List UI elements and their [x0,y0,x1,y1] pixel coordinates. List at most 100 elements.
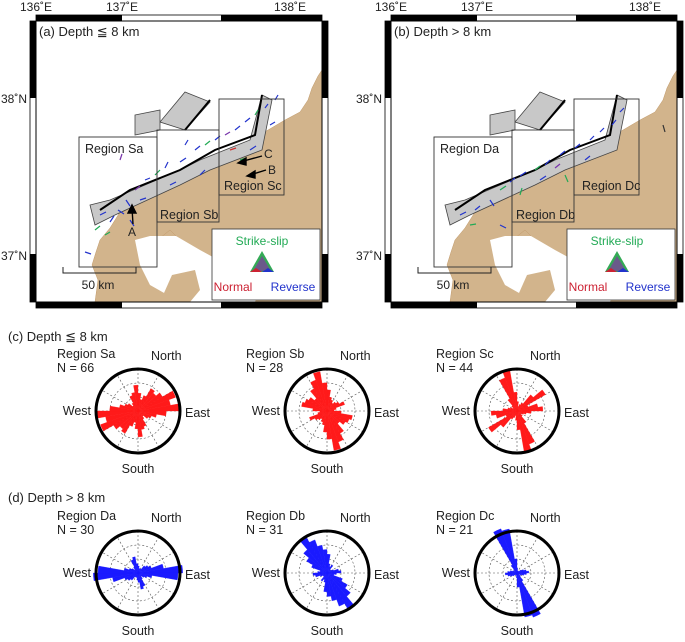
rose-petal [320,572,328,582]
rose-petal [137,572,140,583]
rose-petal [516,572,541,618]
rose-east-label: East [564,568,590,582]
rose-petal [317,410,328,415]
rose-region-dc: Region DcN = 21 North South West East [436,509,590,638]
rose-petal [501,528,518,574]
rose-petal [133,384,139,412]
rose-count-label: N = 30 [57,523,94,537]
rose-petal [322,549,328,574]
map-b-lon-137: 137˚E [461,0,493,14]
rose-petal [505,572,518,576]
section-d-title: (d) Depth > 8 km [8,490,105,505]
rose-petal [488,410,518,433]
map-panel-b: (b) Depth > 8 km 136˚E 137˚E 138˚E 38˚N … [356,0,684,309]
rose-petal [326,572,337,601]
rose-petal [137,410,149,419]
rose-petal [513,392,518,412]
rose-south-label: South [122,624,155,638]
rose-petal [490,410,518,416]
map-a-mechanism-ticks [84,94,279,255]
map-panel-a: (a) Depth ≦ 8 km 136˚E 137˚E 138˚E 38˚N … [1,0,329,309]
map-a-scale-label: 50 km [82,278,115,292]
rose-region-label: Region Sb [246,347,304,361]
rose-region-sb: Region SbN = 28 North South West East [246,347,400,476]
rose-petal [493,528,518,574]
map-b-lat-38: 38˚N [356,92,382,106]
rose-petal [308,397,328,412]
rose-petal [326,572,332,597]
rose-petal [121,410,139,434]
rose-region-db: Region DbN = 31 North South West East [246,509,400,638]
rose-count-label: N = 21 [436,523,473,537]
rose-petal [516,389,546,412]
rose-petal [514,558,518,574]
rose-petal [326,572,345,607]
rose-north-label: North [530,349,561,363]
rose-region-sa: Region SaN = 66 North South West East [57,347,211,476]
rose-east-label: East [185,406,211,420]
rose-north-label: North [151,511,182,525]
rose-petal [326,570,342,574]
rose-region-sc: Region ScN = 44 North South West East [436,347,590,476]
rose-petal [132,556,139,574]
rose-outer-circle [473,367,561,455]
rose-east-label: East [374,568,400,582]
rose-petal [93,572,139,581]
rose-outer-circle [94,367,182,455]
point-b-label: B [268,163,276,177]
rose-north-label: North [340,511,371,525]
rose-south-label: South [311,624,344,638]
region-da-label: Region Da [440,142,499,156]
rose-region-label: Region Sa [57,347,115,361]
rose-petal [137,572,144,590]
rose-petal [326,564,334,574]
rose-west-label: West [442,404,471,418]
map-a-legend-normal: Normal [214,280,253,294]
map-a-lon-136: 136˚E [20,0,52,14]
rose-petal [313,371,328,412]
rose-petal [309,410,328,421]
rose-north-label: North [340,349,371,363]
rose-region-label: Region Db [246,509,305,523]
map-b-lat-37: 37˚N [356,249,382,263]
region-db-label: Region Db [516,208,575,222]
map-b-mechanism-ticks [459,107,666,229]
rose-outer-circle [94,529,182,617]
rose-west-label: West [252,566,281,580]
rose-petal [326,410,350,423]
rose-petal [137,565,183,574]
map-a-title: (a) Depth ≦ 8 km [39,24,139,39]
region-dc-label: Region Dc [582,179,640,193]
region-sb-label: Region Sb [160,208,218,222]
rose-count-label: N = 31 [246,523,283,537]
rose-outer-circle [473,529,561,617]
rose-west-label: West [252,404,281,418]
rose-east-label: East [374,406,400,420]
rose-west-label: West [442,566,471,580]
rose-outer-circle [283,529,371,617]
rose-petal [136,563,139,574]
map-a-lat-38: 38˚N [1,92,27,106]
region-sa-label: Region Sa [85,142,143,156]
rose-count-label: N = 28 [246,361,283,375]
map-b-legend-reverse: Reverse [626,280,671,294]
rose-petal [137,390,176,412]
rose-petal [516,406,544,412]
rose-petal [326,401,345,412]
rose-east-label: East [564,406,590,420]
map-b-title: (b) Depth > 8 km [394,24,491,39]
rose-petal [516,572,520,588]
rose-north-label: North [530,511,561,525]
rose-petal [326,410,333,440]
rose-petal [312,572,328,576]
rose-petal [516,410,521,430]
map-b-lon-136: 136˚E [375,0,407,14]
rose-west-label: West [63,566,92,580]
rose-petal [100,410,139,432]
map-b-scale-label: 50 km [437,278,470,292]
map-b-legend-strike-slip: Strike-slip [591,234,644,248]
map-b-land [391,21,677,302]
rose-petal [502,369,518,412]
